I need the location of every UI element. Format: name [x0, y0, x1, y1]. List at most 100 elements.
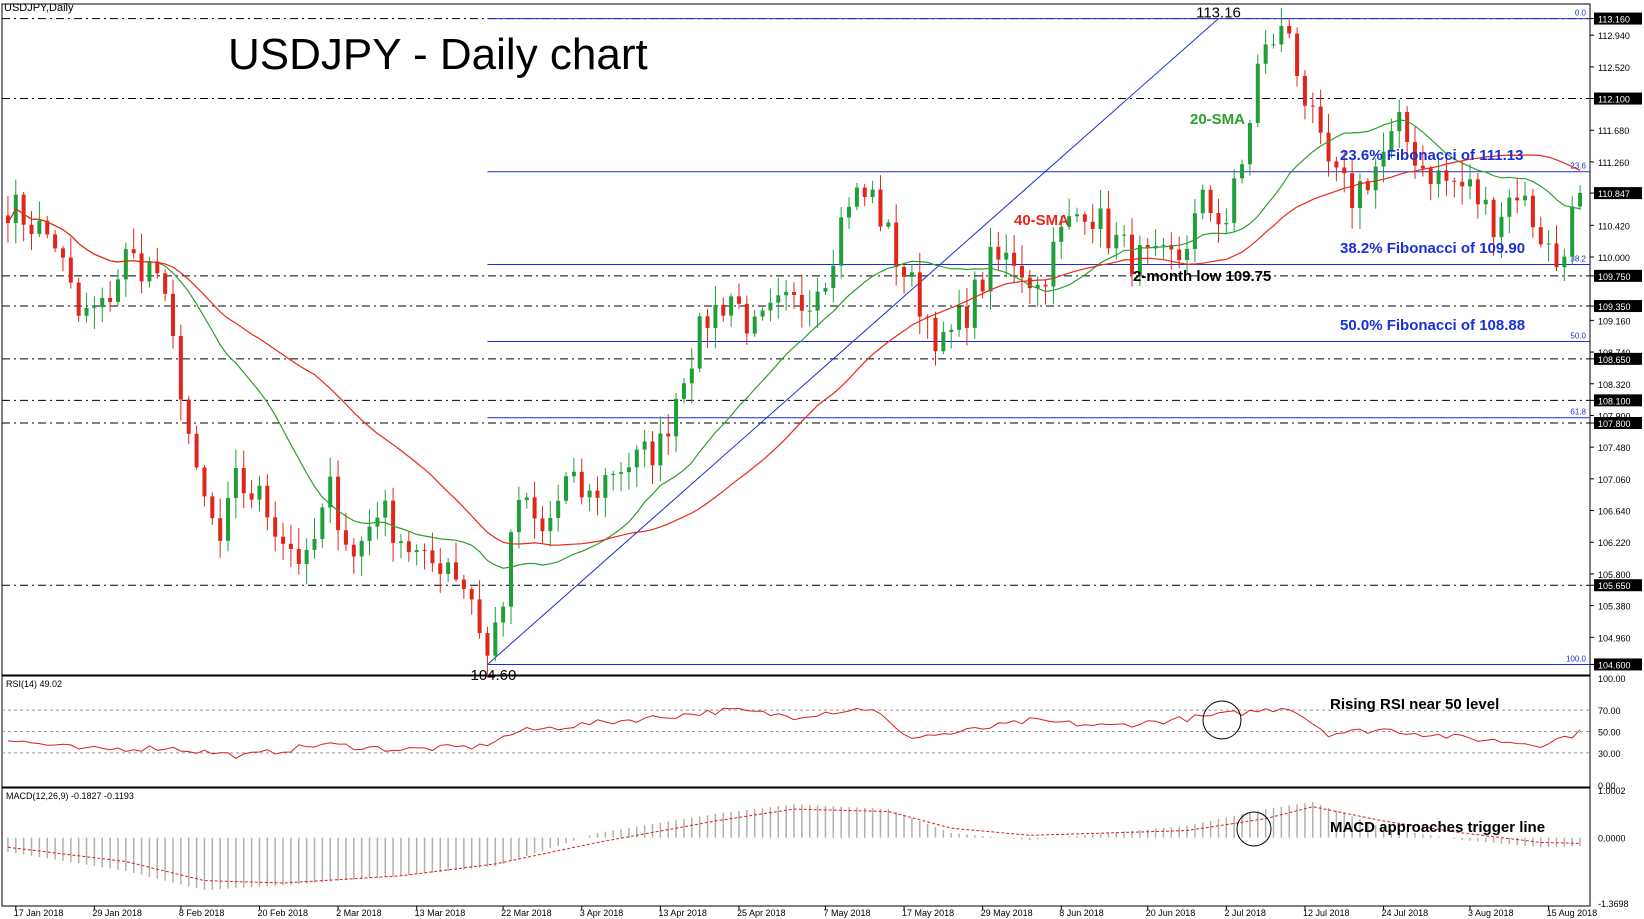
price-highlight-box — [1594, 658, 1642, 671]
price-highlight-box — [1594, 394, 1642, 407]
price-highlight-box — [1594, 417, 1642, 429]
candle-body — [501, 606, 506, 623]
candle-body — [658, 433, 663, 466]
candle-body — [5, 215, 10, 224]
candle-body — [917, 272, 922, 317]
candle-body — [556, 500, 561, 518]
candle-body — [171, 293, 176, 336]
candle-body — [1389, 131, 1394, 152]
rsi-tick-label: 100.00 — [1598, 674, 1626, 684]
candle-body — [493, 622, 498, 656]
candle-body — [705, 316, 710, 328]
candle-body — [1098, 208, 1103, 229]
price-tick-label: 111.260 — [1598, 158, 1629, 168]
candle-body — [1310, 105, 1315, 107]
candle-body — [1342, 167, 1347, 174]
candle-body — [406, 541, 411, 553]
candle-body — [603, 475, 608, 498]
candle-body — [163, 273, 168, 294]
candle-body — [1122, 234, 1127, 236]
candle-body — [1460, 181, 1465, 187]
date-tick-label: 22 Mar 2018 — [501, 908, 552, 918]
date-tick-label: 29 Jan 2018 — [92, 908, 142, 918]
candle-body — [1161, 244, 1166, 246]
candle-body — [367, 526, 372, 541]
price-tick-label: 109.750 — [1598, 272, 1631, 282]
candle-body — [108, 297, 113, 302]
candle-body — [847, 206, 852, 218]
candle-body — [1287, 25, 1292, 34]
candle-body — [1515, 197, 1520, 201]
candle-body — [398, 541, 403, 543]
candle-body — [1381, 151, 1386, 167]
date-tick-label: 25 Apr 2018 — [737, 908, 786, 918]
candle-body — [1082, 214, 1087, 222]
date-tick-label: 2 Mar 2018 — [336, 908, 382, 918]
candle-body — [1067, 216, 1072, 227]
fib-tag: 0.0 — [1575, 9, 1587, 18]
candle-body — [548, 517, 553, 532]
candle-body — [92, 307, 97, 309]
candle-body — [784, 291, 789, 296]
price-tick-label: 104.960 — [1598, 633, 1631, 643]
candle-body — [1200, 189, 1205, 214]
candle-body — [799, 294, 804, 311]
candle-body — [430, 550, 435, 564]
candle-body — [894, 222, 899, 267]
macd-panel-frame — [1, 786, 1591, 907]
candle-body — [1444, 170, 1449, 181]
rsi-title: RSI(14) 49.02 — [6, 679, 62, 689]
sma20-label: 20-SMA — [1190, 111, 1245, 128]
candle-body — [807, 310, 812, 312]
candle-body — [792, 291, 796, 295]
candle-body — [681, 383, 686, 399]
candle-body — [1318, 106, 1323, 133]
candle-body — [131, 249, 136, 254]
candle-body — [540, 518, 545, 532]
price-tick-label: 106.220 — [1598, 538, 1631, 548]
candle-body — [1019, 265, 1024, 278]
candle-body — [674, 398, 679, 437]
price-tick-label: 110.847 — [1598, 189, 1630, 199]
candle-body — [1114, 234, 1119, 249]
candle-body — [1412, 141, 1417, 166]
macd-signal-line — [7, 806, 1581, 884]
price-tick-label: 104.600 — [1598, 660, 1631, 670]
candle-body — [438, 563, 443, 574]
candle-body — [288, 543, 293, 549]
candle-body — [147, 261, 152, 282]
candle-body — [469, 589, 474, 600]
price-tick-label: 112.520 — [1598, 63, 1630, 73]
price-tick-label: 105.650 — [1598, 581, 1631, 591]
candle-body — [831, 265, 836, 289]
candle-body — [1177, 249, 1182, 261]
date-tick-label: 2 Jul 2018 — [1224, 908, 1266, 918]
candle-body — [60, 248, 65, 258]
price-tick-label: 105.380 — [1598, 602, 1631, 612]
candle-body — [391, 500, 396, 543]
candle-body — [304, 549, 309, 565]
candle-body — [210, 496, 215, 519]
candle-body — [713, 304, 718, 328]
price-tick-label: 107.480 — [1598, 443, 1631, 453]
sma40-label: 40-SMA — [1014, 212, 1069, 229]
fib-trend-line — [487, 18, 1219, 665]
candle-body — [1169, 244, 1174, 250]
date-tick-label: 13 Mar 2018 — [415, 908, 466, 918]
candle-body — [1452, 180, 1457, 182]
candle-body — [45, 220, 50, 235]
candle-body — [1271, 44, 1276, 46]
candle-body — [886, 222, 891, 227]
macd-note: MACD approaches trigger line — [1330, 819, 1545, 836]
candle-body — [1224, 222, 1229, 225]
candle-body — [115, 279, 120, 302]
sma20-line — [7, 119, 1581, 569]
candle-body — [1436, 170, 1441, 185]
candle-body — [1420, 165, 1425, 169]
rsi-highlight-circle — [1202, 700, 1242, 740]
price-tick-label: 108.650 — [1598, 355, 1631, 365]
candle-body — [485, 633, 490, 656]
candle-body — [634, 449, 639, 468]
price-tick-label: 107.060 — [1598, 475, 1631, 485]
candle-body — [1491, 199, 1496, 238]
